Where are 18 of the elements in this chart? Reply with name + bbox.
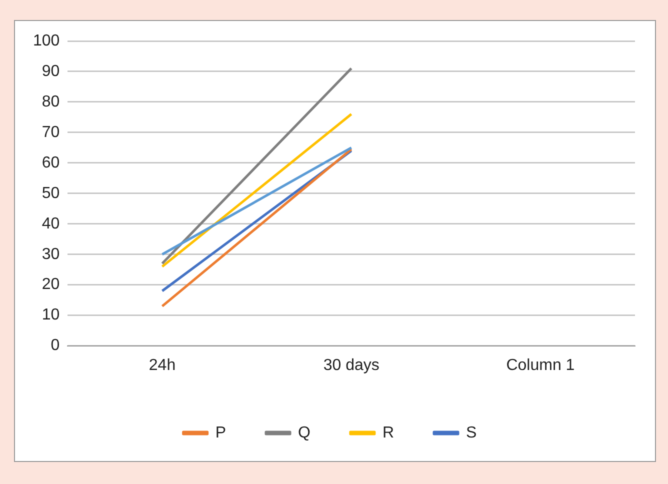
legend-label: Q [298,424,310,442]
x-tick-label: Column 1 [506,356,575,374]
y-tick-label: 40 [42,215,60,232]
legend-label: R [382,424,394,442]
legend-label: P [215,424,226,442]
x-tick-label: 30 days [323,356,380,374]
y-tick-label: 50 [42,184,60,202]
y-tick-label: 100 [32,32,60,50]
y-tick-label: 10 [42,306,60,324]
x-tick-label: 24h [148,356,176,374]
y-tick-label: 90 [42,62,60,80]
legend-label: S [466,424,477,442]
y-tick-label: 60 [42,154,60,172]
y-tick-label: 30 [42,246,60,263]
y-tick-label: 80 [42,93,60,110]
y-tick-label: 20 [42,276,60,294]
y-tick-label: 0 [50,337,60,354]
y-tick-label: 70 [42,124,60,141]
